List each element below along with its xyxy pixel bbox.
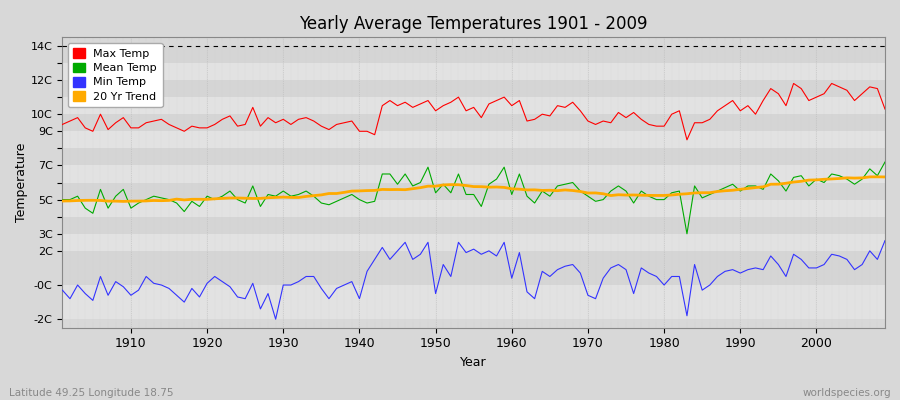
Bar xyxy=(62,285,885,319)
Bar xyxy=(62,97,885,114)
Y-axis label: Temperature: Temperature xyxy=(15,143,28,222)
Max Temp xyxy=(681,138,692,142)
20 Yr Trend xyxy=(872,174,883,179)
Min Temp xyxy=(514,250,525,255)
Mean Temp xyxy=(118,187,129,192)
Bar xyxy=(62,200,885,217)
20 Yr Trend xyxy=(606,193,616,198)
Mean Temp xyxy=(598,197,608,202)
Mean Temp xyxy=(681,231,692,236)
20 Yr Trend xyxy=(118,199,129,204)
Max Temp xyxy=(118,115,129,120)
Bar xyxy=(62,131,885,148)
Line: Mean Temp: Mean Temp xyxy=(62,162,885,234)
Line: Max Temp: Max Temp xyxy=(62,84,885,140)
Max Temp xyxy=(499,95,509,100)
20 Yr Trend xyxy=(293,195,304,200)
Legend: Max Temp, Mean Temp, Min Temp, 20 Yr Trend: Max Temp, Mean Temp, Min Temp, 20 Yr Tre… xyxy=(68,43,163,107)
Mean Temp xyxy=(57,197,68,202)
Min Temp xyxy=(507,276,517,280)
20 Yr Trend xyxy=(338,190,349,195)
Bar xyxy=(62,80,885,97)
Min Temp xyxy=(338,283,349,288)
Max Temp xyxy=(879,107,890,112)
Max Temp xyxy=(285,122,296,127)
Bar xyxy=(62,234,885,251)
20 Yr Trend xyxy=(514,187,525,192)
Line: 20 Yr Trend: 20 Yr Trend xyxy=(62,177,885,202)
Max Temp xyxy=(331,122,342,127)
20 Yr Trend xyxy=(125,199,136,204)
Mean Temp xyxy=(285,194,296,198)
Mean Temp xyxy=(331,199,342,204)
X-axis label: Year: Year xyxy=(461,356,487,369)
Max Temp xyxy=(788,81,799,86)
Bar xyxy=(62,182,885,200)
Line: Min Temp: Min Temp xyxy=(62,241,885,319)
Bar xyxy=(62,63,885,80)
Max Temp xyxy=(598,119,608,124)
Min Temp xyxy=(879,238,890,243)
Bar xyxy=(62,217,885,234)
Min Temp xyxy=(606,266,616,270)
Mean Temp xyxy=(499,165,509,170)
Bar xyxy=(62,114,885,131)
Mean Temp xyxy=(879,160,890,164)
Bar xyxy=(62,148,885,166)
Min Temp xyxy=(293,279,304,284)
Min Temp xyxy=(270,317,281,322)
Bar xyxy=(62,46,885,63)
Max Temp xyxy=(57,122,68,127)
Max Temp xyxy=(507,103,517,108)
20 Yr Trend xyxy=(57,199,68,204)
Bar xyxy=(62,251,885,285)
20 Yr Trend xyxy=(879,174,890,179)
Min Temp xyxy=(57,288,68,292)
20 Yr Trend xyxy=(507,186,517,191)
Text: Latitude 49.25 Longitude 18.75: Latitude 49.25 Longitude 18.75 xyxy=(9,388,174,398)
Bar xyxy=(62,166,885,182)
Min Temp xyxy=(118,284,129,289)
Text: worldspecies.org: worldspecies.org xyxy=(803,388,891,398)
Mean Temp xyxy=(507,192,517,197)
Title: Yearly Average Temperatures 1901 - 2009: Yearly Average Temperatures 1901 - 2009 xyxy=(300,15,648,33)
